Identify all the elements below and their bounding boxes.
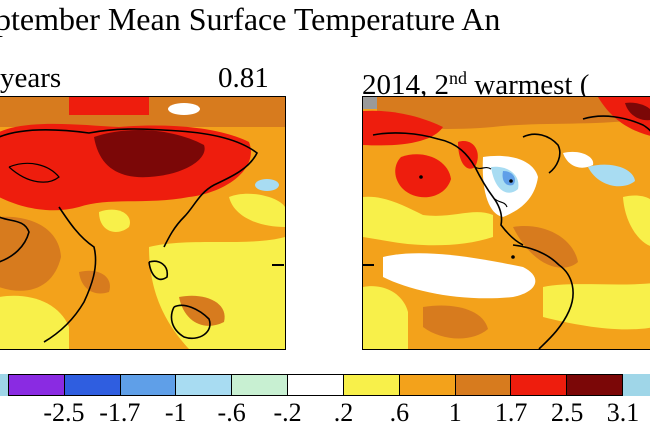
colorbar-tick-label: .2 (333, 398, 354, 427)
left-anomaly-map (0, 96, 286, 350)
colorbar-tick-label: 2.5 (550, 398, 584, 427)
colorbar-swatch (288, 375, 344, 395)
colorbar-swatch (511, 375, 568, 395)
colorbar (8, 374, 623, 396)
right-map-graphic (363, 97, 650, 349)
colorbar-swatch (232, 375, 289, 395)
colorbar-tick-labels: -2.5 -1.7 -1 -.6 -.2 .2 .6 1 1.7 2.5 3.1 (0, 398, 650, 430)
colorbar-tick-label: -2.5 (43, 398, 85, 427)
figure-title: ptember Mean Surface Temperature An (0, 1, 501, 37)
colorbar-left-edge (0, 374, 8, 396)
colorbar-swatch (120, 375, 177, 395)
colorbar-swatch (399, 375, 456, 395)
right-panel-label-rest: warmest ( (467, 69, 590, 101)
left-panel-value: 0.81 (218, 62, 269, 94)
colorbar-swatch (64, 375, 121, 395)
colorbar-tick-label: -.6 (217, 398, 246, 427)
colorbar-swatch (455, 375, 512, 395)
colorbar-tick-label: 1.7 (494, 398, 528, 427)
colorbar-tick-label: -1.7 (99, 398, 141, 427)
colorbar-tick-label: -.2 (273, 398, 302, 427)
left-panel-label: years (0, 62, 62, 94)
colorbar-right-edge (623, 374, 650, 396)
colorbar-tick-label: -1 (164, 398, 187, 427)
right-anomaly-map (362, 96, 650, 350)
right-panel-label: 2014, 2nd warmest ( (362, 62, 589, 101)
colorbar-swatch (9, 375, 65, 395)
right-panel-label-main: 2014, 2 (362, 69, 449, 101)
colorbar-tick-label: .6 (389, 398, 410, 427)
colorbar-tick-label: 1 (448, 398, 462, 427)
left-map-graphic (0, 97, 285, 349)
right-map-tick (362, 264, 374, 266)
colorbar-swatch (343, 375, 400, 395)
colorbar-swatch (176, 375, 233, 395)
colorbar-tick-label: 3.1 (606, 398, 640, 427)
left-map-tick (272, 264, 284, 266)
colorbar-swatch (567, 375, 622, 395)
right-panel-label-sup: nd (449, 68, 467, 88)
